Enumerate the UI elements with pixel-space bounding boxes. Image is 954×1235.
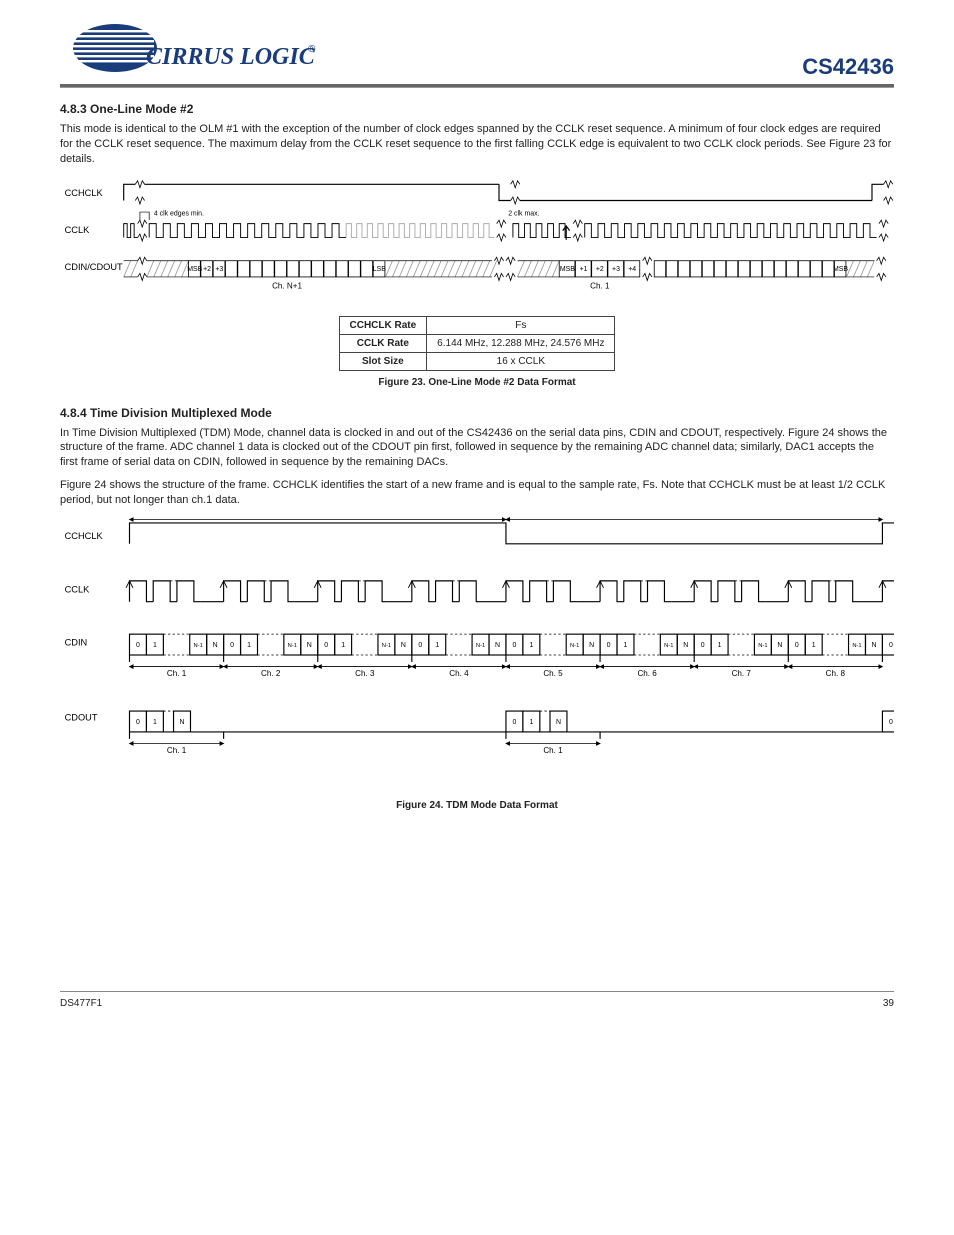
svg-text:1: 1 bbox=[247, 642, 251, 649]
svg-text:Ch. 2: Ch. 2 bbox=[261, 669, 281, 678]
figure-23-timing: CCHCLK CCLK CDIN/CDOUT 4 clk edges min. 2 cl… bbox=[60, 175, 894, 314]
svg-text:N-1: N-1 bbox=[288, 643, 297, 649]
section-heading-tdm: 4.8.4 Time Division Multiplexed Mode bbox=[60, 406, 894, 420]
svg-text:CCLK: CCLK bbox=[65, 224, 91, 234]
svg-text:N: N bbox=[307, 642, 312, 649]
svg-text:Ch. 6: Ch. 6 bbox=[637, 669, 657, 678]
svg-text:0: 0 bbox=[889, 642, 893, 649]
section-body-tdm-1: In Time Division Multiplexed (TDM) Mode,… bbox=[60, 426, 894, 471]
svg-text:+4: +4 bbox=[628, 266, 636, 273]
svg-text:+3: +3 bbox=[612, 266, 620, 273]
footer-doc-id: DS477F1 bbox=[60, 998, 102, 1009]
part-number: CS42436 bbox=[802, 54, 894, 80]
page-footer: DS477F1 39 bbox=[60, 991, 894, 1009]
section-heading-olm2: 4.8.3 One-Line Mode #2 bbox=[60, 102, 894, 116]
page-header: CIRRUS LOGIC ® CS42436 bbox=[60, 20, 894, 80]
svg-text:1: 1 bbox=[153, 719, 157, 726]
svg-text:0: 0 bbox=[324, 642, 328, 649]
svg-text:MSB: MSB bbox=[560, 266, 575, 273]
svg-text:0: 0 bbox=[701, 642, 705, 649]
svg-text:1: 1 bbox=[435, 642, 439, 649]
svg-text:N-1: N-1 bbox=[382, 643, 391, 649]
svg-text:1: 1 bbox=[153, 642, 157, 649]
svg-text:4 clk edges min.: 4 clk edges min. bbox=[154, 210, 204, 217]
svg-text:1: 1 bbox=[718, 642, 722, 649]
svg-text:N: N bbox=[589, 642, 594, 649]
svg-text:Ch. 1: Ch. 1 bbox=[167, 746, 187, 755]
footer-page-no: 39 bbox=[883, 998, 894, 1009]
figure-24-caption: Figure 24. TDM Mode Data Format bbox=[60, 800, 894, 811]
svg-text:N-1: N-1 bbox=[476, 643, 485, 649]
svg-text:N: N bbox=[871, 642, 876, 649]
figure-23-caption: Figure 23. One-Line Mode #2 Data Format bbox=[60, 377, 894, 388]
svg-text:0: 0 bbox=[512, 642, 516, 649]
svg-text:N: N bbox=[777, 642, 782, 649]
svg-text:CDIN: CDIN bbox=[65, 637, 88, 647]
svg-text:1: 1 bbox=[812, 642, 816, 649]
svg-text:CDIN/CDOUT: CDIN/CDOUT bbox=[65, 262, 123, 272]
svg-text:CDOUT: CDOUT bbox=[65, 712, 98, 722]
svg-text:1: 1 bbox=[624, 642, 628, 649]
svg-text:+3: +3 bbox=[215, 266, 223, 273]
figure-23-table: CCHCLK RateFsCCLK Rate6.144 MHz, 12.288 … bbox=[339, 316, 616, 371]
svg-text:MSB: MSB bbox=[833, 266, 848, 273]
svg-text:0: 0 bbox=[418, 642, 422, 649]
svg-text:N: N bbox=[683, 642, 688, 649]
svg-text:+2: +2 bbox=[203, 266, 211, 273]
svg-text:N: N bbox=[180, 719, 185, 726]
figure-24-timing: CCHCLK CCLK CDIN CDOUT 0 1 N-1 N Ch. 1 0 1 N-1 N Ch. … bbox=[60, 516, 894, 794]
svg-text:®: ® bbox=[308, 44, 316, 55]
svg-text:N: N bbox=[495, 642, 500, 649]
svg-text:0: 0 bbox=[889, 719, 893, 726]
section-body-olm2: This mode is identical to the OLM #1 wit… bbox=[60, 122, 894, 167]
svg-text:LSB: LSB bbox=[373, 266, 386, 273]
svg-text:0: 0 bbox=[136, 642, 140, 649]
svg-text:0: 0 bbox=[230, 642, 234, 649]
svg-text:0: 0 bbox=[607, 642, 611, 649]
svg-text:Ch. 1: Ch. 1 bbox=[543, 746, 563, 755]
svg-text:Ch. 7: Ch. 7 bbox=[732, 669, 752, 678]
svg-text:CCHCLK: CCHCLK bbox=[65, 531, 104, 541]
svg-text:Ch. 3: Ch. 3 bbox=[355, 669, 375, 678]
svg-text:0: 0 bbox=[795, 642, 799, 649]
svg-text:N: N bbox=[213, 642, 218, 649]
svg-text:2 clk max.: 2 clk max. bbox=[508, 210, 539, 217]
svg-text:N-1: N-1 bbox=[664, 643, 673, 649]
svg-text:CIRRUS LOGIC: CIRRUS LOGIC bbox=[146, 44, 316, 70]
svg-text:N-1: N-1 bbox=[758, 643, 767, 649]
cirrus-logo-icon: CIRRUS LOGIC ® bbox=[60, 20, 320, 80]
svg-text:+2: +2 bbox=[596, 266, 604, 273]
svg-text:0: 0 bbox=[512, 719, 516, 726]
svg-text:N: N bbox=[556, 719, 561, 726]
svg-text:0: 0 bbox=[136, 719, 140, 726]
svg-text:N-1: N-1 bbox=[852, 643, 861, 649]
header-rule bbox=[60, 84, 894, 88]
svg-text:Ch. 5: Ch. 5 bbox=[543, 669, 563, 678]
section-body-tdm-2: Figure 24 shows the structure of the fra… bbox=[60, 478, 894, 508]
svg-text:1: 1 bbox=[341, 642, 345, 649]
svg-text:CCHCLK: CCHCLK bbox=[65, 187, 104, 197]
svg-text:+1: +1 bbox=[580, 266, 588, 273]
svg-text:Ch. 1: Ch. 1 bbox=[167, 669, 187, 678]
svg-text:MSB: MSB bbox=[187, 266, 202, 273]
svg-text:N-1: N-1 bbox=[194, 643, 203, 649]
svg-text:N-1: N-1 bbox=[570, 643, 579, 649]
svg-text:Ch. 8: Ch. 8 bbox=[826, 669, 846, 678]
svg-text:1: 1 bbox=[529, 719, 533, 726]
svg-text:Ch. 1: Ch. 1 bbox=[590, 281, 610, 290]
svg-text:CCLK: CCLK bbox=[65, 584, 91, 594]
svg-text:1: 1 bbox=[529, 642, 533, 649]
svg-text:Ch. N+1: Ch. N+1 bbox=[272, 281, 302, 290]
svg-text:N: N bbox=[401, 642, 406, 649]
svg-text:Ch. 4: Ch. 4 bbox=[449, 669, 469, 678]
